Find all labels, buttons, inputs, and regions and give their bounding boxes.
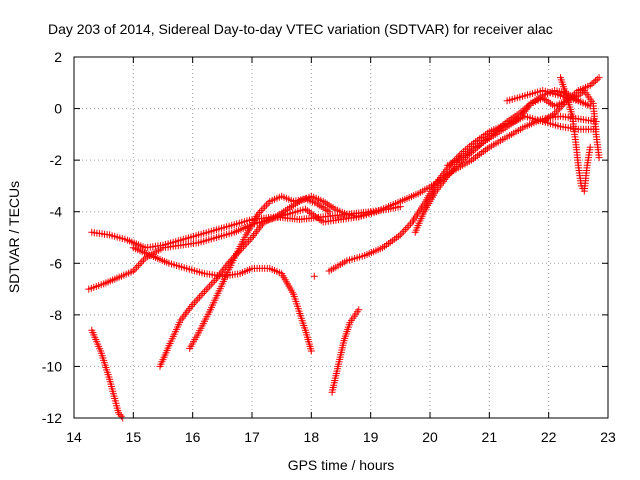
- data-point-track5: [243, 239, 251, 247]
- x-tick-label: 23: [600, 429, 616, 445]
- y-tick-label: -4: [50, 204, 63, 220]
- data-point-track8: [310, 272, 318, 280]
- data-point-track5: [192, 297, 200, 305]
- data-point-track13: [556, 104, 564, 112]
- data-point-track2: [138, 258, 146, 266]
- data-points: [85, 74, 603, 422]
- data-point-track6: [254, 210, 262, 218]
- data-point-track9: [398, 229, 406, 237]
- data-point-track11: [586, 81, 594, 89]
- data-point-track10: [444, 172, 452, 180]
- y-tick-label: 0: [54, 101, 62, 117]
- x-tick-label: 18: [304, 429, 320, 445]
- data-point-track10: [452, 162, 460, 170]
- data-point-track5: [194, 295, 202, 303]
- data-point-track2: [129, 267, 137, 275]
- x-axis-label: GPS time / hours: [288, 457, 395, 473]
- x-tick-label: 17: [244, 429, 260, 445]
- data-point-track14: [586, 143, 594, 151]
- x-tick-label: 16: [185, 429, 201, 445]
- data-point-track5: [204, 284, 212, 292]
- data-point-track11: [590, 78, 598, 86]
- x-tick-label: 22: [541, 429, 557, 445]
- data-point-track5: [211, 277, 219, 285]
- data-point-track5: [190, 299, 198, 307]
- data-point-track5: [245, 237, 253, 245]
- data-point-track6: [325, 208, 333, 216]
- data-point-track2: [133, 263, 141, 271]
- data-point-track6: [259, 205, 267, 213]
- data-point-track13: [595, 154, 603, 162]
- data-point-track9: [396, 231, 404, 239]
- y-tick-label: -8: [50, 307, 63, 323]
- data-point-track9: [407, 220, 414, 228]
- data-point-track5: [201, 288, 208, 296]
- data-point-track11: [593, 75, 601, 83]
- x-tick-label: 14: [66, 429, 82, 445]
- data-point-track10: [451, 164, 459, 172]
- data-point-track13: [551, 110, 559, 118]
- data-point-track5: [195, 293, 203, 301]
- data-point-track5: [209, 278, 217, 286]
- data-point-track11: [595, 74, 603, 82]
- x-tick-label: 20: [422, 429, 438, 445]
- data-point-track5: [199, 290, 207, 297]
- data-point-track10: [447, 168, 455, 176]
- y-tick-label: -10: [42, 358, 62, 374]
- x-tick-label: 15: [126, 429, 142, 445]
- data-point-track13: [552, 108, 560, 116]
- y-tick-label: -12: [42, 410, 62, 426]
- data-point-track6: [261, 203, 269, 211]
- plot-frame: [73, 56, 609, 419]
- data-point-track13: [559, 101, 567, 108]
- data-point-track2: [136, 260, 144, 268]
- data-point-track11: [592, 77, 599, 85]
- data-point-track7: [355, 306, 363, 314]
- data-point-track5: [246, 235, 254, 243]
- data-point-track9: [403, 224, 411, 232]
- y-tick-label: 2: [54, 49, 62, 65]
- data-point-track2: [134, 262, 142, 269]
- data-point-track13: [554, 106, 562, 114]
- data-point-track5: [186, 304, 194, 312]
- data-point-track5: [207, 280, 215, 288]
- y-axis-label: SDTVAR / TECUs: [6, 181, 22, 293]
- y-tick-label: -2: [50, 152, 63, 168]
- data-point-track11: [588, 80, 596, 88]
- data-point-track5: [367, 208, 375, 216]
- data-point-track6: [262, 201, 270, 209]
- x-tick-label: 21: [482, 429, 498, 445]
- data-point-track6: [257, 207, 265, 215]
- data-point-track5: [197, 291, 205, 299]
- data-point-track5: [202, 286, 210, 294]
- data-point-track6: [264, 199, 272, 207]
- chart-title: Day 203 of 2014, Sidereal Day-to-day VTE…: [48, 21, 553, 37]
- data-point-track5: [206, 282, 214, 290]
- y-tick-label: -6: [50, 255, 63, 271]
- data-point-track2: [140, 256, 147, 264]
- x-tick-label: 19: [363, 429, 379, 445]
- data-point-track9: [405, 222, 413, 230]
- data-point-track9: [401, 225, 409, 233]
- data-point-track4: [117, 412, 125, 420]
- grid: [74, 57, 608, 418]
- data-point-track3: [307, 347, 315, 355]
- data-point-track9: [400, 227, 408, 235]
- data-point-track5: [189, 301, 197, 308]
